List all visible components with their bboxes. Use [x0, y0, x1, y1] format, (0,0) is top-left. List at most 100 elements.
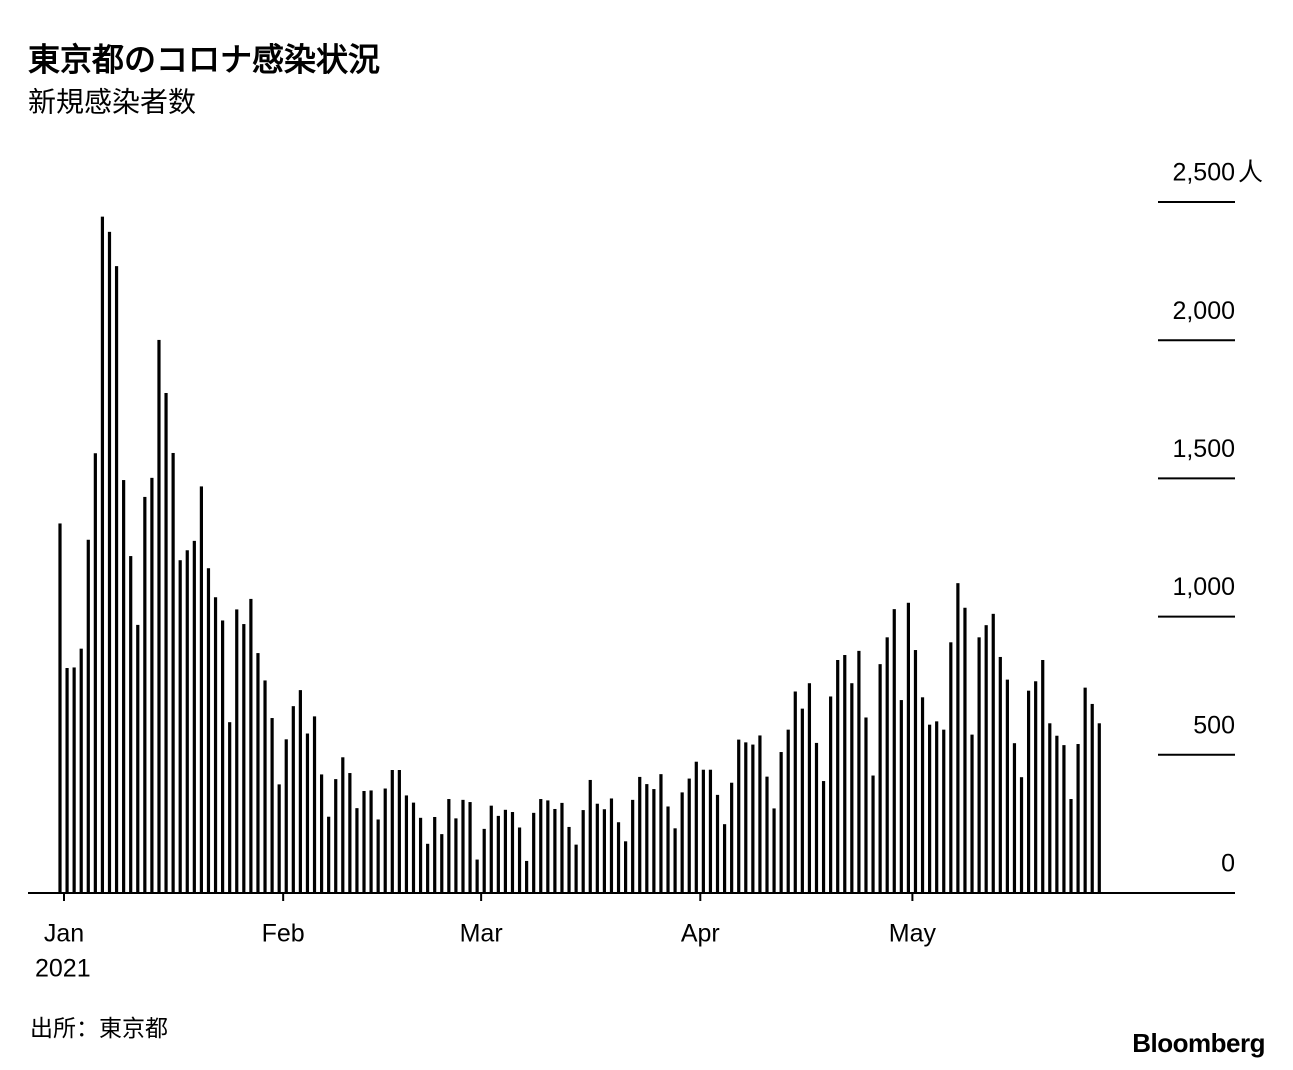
bar	[567, 826, 571, 893]
bar	[510, 812, 515, 893]
bar	[793, 691, 797, 893]
bar	[800, 708, 804, 893]
bar	[616, 822, 621, 893]
bar	[588, 779, 592, 893]
x-tick-label: Apr	[681, 920, 720, 948]
bar	[426, 843, 430, 893]
bar	[829, 696, 833, 893]
x-tick-label: Mar	[460, 920, 503, 948]
bar	[206, 568, 211, 893]
bar	[638, 776, 642, 893]
bar	[263, 680, 267, 893]
bar	[192, 540, 196, 893]
bar	[786, 729, 790, 893]
bar	[433, 816, 437, 893]
brand-logo: Bloomberg	[1132, 1028, 1265, 1058]
source: 出所：東京都	[30, 1015, 168, 1041]
bar	[1005, 679, 1009, 893]
bar	[560, 802, 564, 893]
bar	[581, 810, 585, 893]
bar	[284, 739, 288, 893]
bar	[928, 724, 932, 893]
bar	[850, 683, 854, 893]
x-tick-label: Feb	[262, 920, 305, 948]
bar	[114, 266, 119, 894]
bar	[482, 828, 486, 893]
bar	[171, 452, 175, 893]
bar	[369, 790, 373, 893]
bar	[404, 795, 409, 893]
y-tick-label: 500	[1193, 711, 1235, 739]
bar	[821, 781, 826, 893]
bar	[143, 496, 147, 893]
y-tick-label: 0	[1221, 850, 1235, 878]
bar	[807, 683, 812, 893]
bar	[376, 819, 380, 893]
bar	[666, 806, 670, 893]
bar	[814, 742, 819, 893]
bar	[595, 803, 599, 893]
bar	[305, 733, 310, 893]
x-tick-label: May	[889, 920, 937, 948]
bar	[836, 659, 840, 893]
bar	[1019, 777, 1024, 893]
bar	[1041, 659, 1045, 893]
bar	[857, 650, 861, 893]
bar	[319, 774, 324, 893]
bar	[348, 773, 352, 893]
bar	[58, 523, 62, 893]
bar	[1083, 687, 1087, 893]
bar	[235, 609, 239, 893]
bar	[659, 774, 663, 893]
bar	[129, 556, 133, 893]
bar	[418, 817, 423, 893]
bar	[107, 231, 112, 893]
bar	[1062, 745, 1066, 893]
bar	[1012, 743, 1017, 893]
bar	[362, 791, 366, 893]
bar	[751, 744, 755, 893]
bar	[715, 794, 720, 893]
y-tick-label: 2,000	[1172, 297, 1235, 325]
bar	[1097, 723, 1101, 893]
bar	[708, 769, 713, 893]
bar	[242, 624, 246, 893]
bar	[645, 784, 649, 893]
bar	[871, 775, 875, 893]
bar	[256, 653, 260, 893]
bar	[397, 770, 401, 893]
bar	[440, 834, 444, 893]
bar	[150, 477, 154, 893]
bar	[892, 609, 896, 893]
chart-subtitle: 新規感染者数	[28, 86, 196, 117]
bar	[185, 550, 189, 893]
bar	[864, 717, 868, 893]
bar	[956, 583, 960, 893]
bar	[758, 735, 762, 893]
bar	[228, 722, 232, 893]
bar	[525, 860, 529, 893]
bar	[383, 788, 387, 893]
bar	[213, 597, 218, 893]
bar	[772, 808, 776, 893]
bar	[122, 480, 126, 893]
bar	[1069, 799, 1073, 893]
bar	[701, 769, 705, 893]
bar	[532, 812, 536, 893]
bar	[779, 752, 783, 893]
bar	[609, 798, 614, 893]
bar	[65, 668, 69, 893]
bar	[136, 624, 140, 893]
bar	[546, 800, 550, 893]
bar	[291, 706, 295, 893]
y-tick-label: 1,000	[1172, 573, 1235, 601]
bar	[390, 770, 394, 893]
bar	[164, 392, 168, 893]
bar	[79, 648, 83, 893]
bar	[277, 784, 281, 893]
bar	[722, 824, 727, 893]
bar	[963, 607, 967, 893]
bar	[970, 734, 974, 893]
bar	[602, 809, 606, 893]
bar	[496, 815, 500, 893]
